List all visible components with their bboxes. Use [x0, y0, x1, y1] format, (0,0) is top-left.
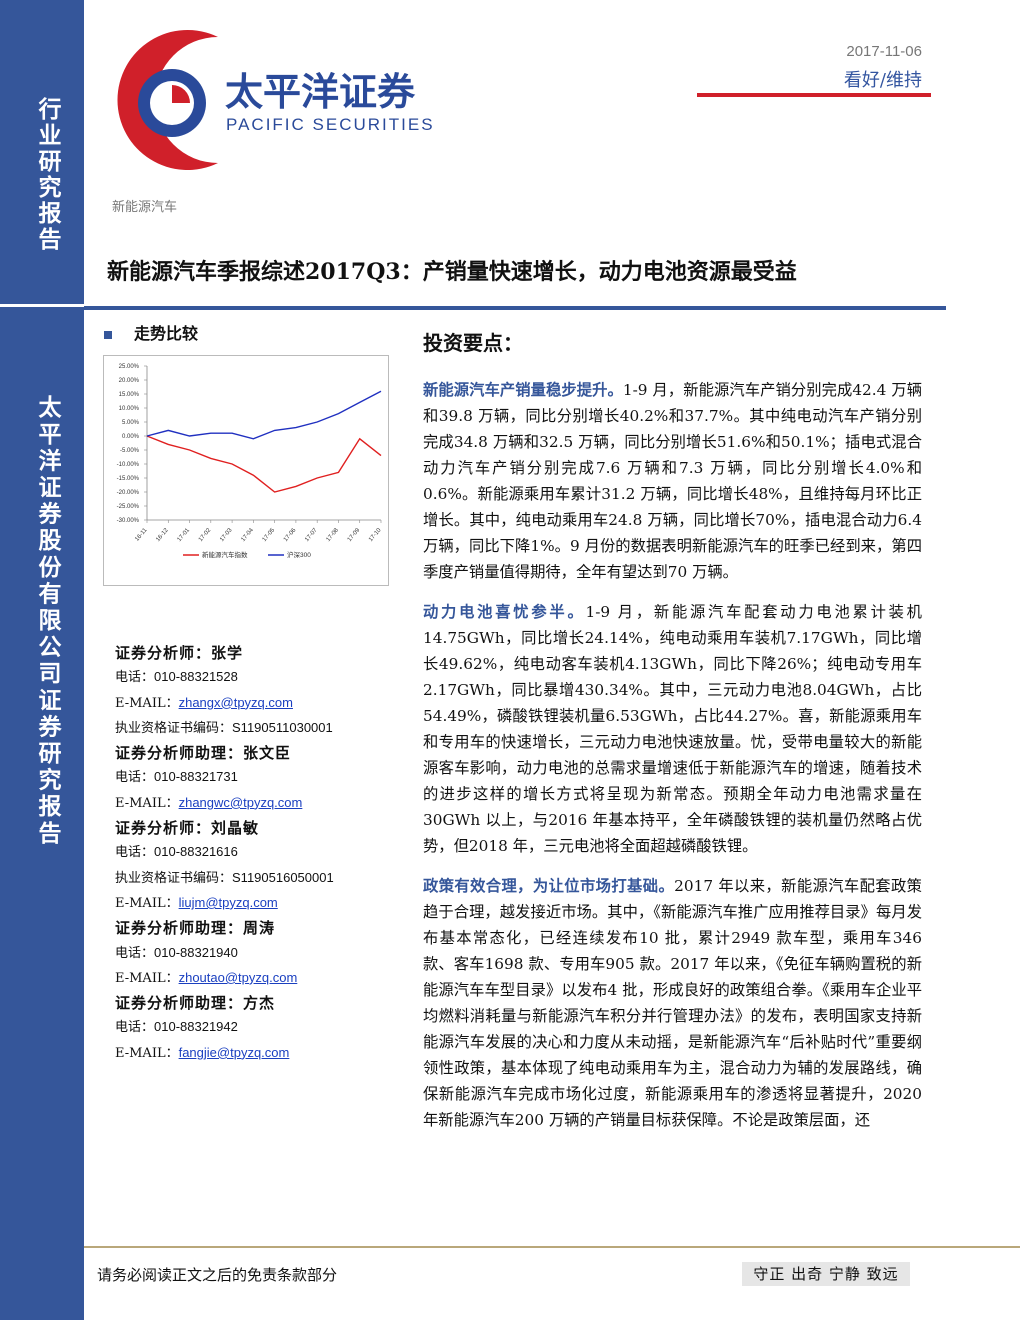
legend-label: 沪深300 — [287, 550, 311, 559]
sidebar-company: 太平洋证券股份有限公司证券研究报告 — [34, 395, 61, 848]
contact-value: S1190511030001 — [232, 719, 333, 735]
email-link: liujm@tpyzq.com — [178, 894, 278, 910]
chart-frame — [103, 355, 389, 586]
trend-heading: 走势比较 — [134, 324, 199, 343]
analyst-title: 证券分析师助理：方杰 — [115, 994, 276, 1013]
contact-label: E-MAIL： — [115, 895, 179, 911]
y-tick-label: -20.00% — [117, 490, 140, 496]
motto: 守正 出奇 宁静 致远 — [742, 1262, 910, 1286]
footer-rule — [84, 1246, 1020, 1248]
y-tick-label: -5.00% — [120, 448, 140, 454]
analyst-title: 证券分析师：张学 — [115, 644, 244, 662]
sidebar-separator — [0, 304, 84, 307]
paragraph-body: 1-9 月，新能源汽车配套动力电池累计装机14.75GWh，同比增长24.14%… — [423, 603, 922, 855]
logo: 太平洋证券 PACIFIC SECURITIES — [117, 29, 435, 171]
report-date: 2017-11-06 — [846, 43, 922, 60]
contact-label: 电话： — [115, 945, 155, 961]
series-line — [146, 390, 382, 440]
contact-line: 电话：010-88321942 — [115, 1015, 395, 1040]
contact-value: 010-88321940 — [154, 944, 238, 960]
y-tick-label: -10.00% — [117, 462, 140, 468]
contact-label: E-MAIL： — [115, 695, 179, 711]
contact-line: E-MAIL：fangjie@tpyzq.com — [115, 1041, 395, 1066]
contact-value: S1190516050001 — [232, 869, 334, 885]
sector: 新能源汽车 — [112, 200, 178, 215]
y-tick-label: 25.00% — [119, 364, 140, 370]
analyst-title: 证券分析师助理：张文臣 — [115, 744, 292, 763]
contact-value: 010-88321942 — [154, 1019, 238, 1035]
contact-line: 电话：010-88321616 — [115, 840, 395, 865]
contact-label: 执业资格证书编码： — [115, 870, 233, 886]
paragraph: 政策有效合理，为让位市场打基础。2017 年以来，新能源汽车配套政策趋于合理，越… — [423, 873, 922, 1133]
contact-label: 电话： — [115, 845, 155, 861]
trend-chart: 25.00% 20.00% 15.00% 10.00% 5.00% 0.00% -5.00%… — [103, 355, 389, 586]
body-text: 新能源汽车产销量稳步提升。1-9 月，新能源汽车产销分别完成42.4 万辆和39… — [423, 377, 922, 1147]
report-title: 新能源汽车季报综述2017Q3：产销量快速增长，动力电池资源最受益 — [107, 259, 797, 285]
contact-label: E-MAIL： — [115, 795, 179, 811]
points-heading: 投资要点： — [423, 331, 523, 355]
contact-value: 010-88321616 — [154, 844, 238, 860]
paragraph-body: 2017 年以来，新能源汽车配套政策趋于合理，越发接近市场。其中，《新能源汽车推… — [423, 877, 922, 1129]
paragraph: 动力电池喜忧参半。1-9 月，新能源汽车配套动力电池累计装机14.75GWh，同… — [423, 599, 922, 859]
contact-label: E-MAIL： — [115, 970, 179, 986]
contact-line: 电话：010-88321731 — [115, 765, 395, 790]
logo-arc — [117, 29, 218, 171]
sidebar — [0, 0, 84, 1320]
analyst-title: 证券分析师：刘晶敏 — [115, 819, 260, 838]
rating-underline — [697, 93, 931, 97]
contact-line: 执业资格证书编码：S1190511030001 — [115, 716, 395, 741]
contact-line: E-MAIL：liujm@tpyzq.com — [115, 891, 395, 916]
logo-en: PACIFIC SECURITIES — [226, 115, 435, 134]
bullet — [104, 330, 112, 339]
paragraph: 新能源汽车产销量稳步提升。1-9 月，新能源汽车产销分别完成42.4 万辆和39… — [423, 377, 922, 585]
y-tick-label: 15.00% — [119, 392, 140, 398]
contact-value: 010-88321731 — [154, 769, 238, 785]
contact-line: E-MAIL：zhoutao@tpyzq.com — [115, 966, 395, 991]
legend-label: 新能源汽车指数 — [202, 550, 248, 559]
sidebar-label: 行业研究报告 — [34, 97, 61, 253]
logo-cn: 太平洋证券 — [225, 72, 416, 114]
y-tick-label: -25.00% — [117, 504, 140, 510]
series-line — [146, 435, 382, 493]
rating: 看好/维持 — [843, 70, 922, 91]
y-tick-label: -30.00% — [117, 518, 140, 524]
email-link: fangjie@tpyzq.com — [178, 1044, 290, 1060]
y-tick-label: 0.00% — [122, 434, 140, 440]
analyst-list: 证券分析师：张学 电话：010-88321528 E-MAIL：zhangx@tpy… — [115, 641, 395, 1066]
email-link: zhoutao@tpyzq.com — [178, 969, 298, 985]
email-link: zhangx@tpyzq.com — [178, 694, 293, 710]
contact-value: 010-88321528 — [154, 669, 238, 685]
logo-dot — [172, 85, 190, 103]
contact-label: 执业资格证书编码： — [115, 720, 233, 736]
paragraph-heading: 动力电池喜忧参半。 — [423, 603, 586, 621]
paragraph-heading: 政策有效合理，为让位市场打基础。 — [423, 877, 675, 895]
analyst-title: 证券分析师助理：周涛 — [115, 919, 276, 938]
email-link: zhangwc@tpyzq.com — [178, 794, 303, 810]
y-tick-label: 5.00% — [122, 420, 140, 426]
paragraph-body: 1-9 月，新能源汽车产销分别完成42.4 万辆和39.8 万辆，同比分别增长4… — [423, 381, 922, 581]
contact-line: E-MAIL：zhangx@tpyzq.com — [115, 691, 395, 716]
contact-label: 电话： — [115, 1020, 155, 1036]
y-tick-label: -15.00% — [117, 476, 140, 482]
contact-label: 电话： — [115, 770, 155, 786]
contact-line: 执业资格证书编码：S1190516050001 — [115, 866, 395, 891]
contact-line: 电话：010-88321528 — [115, 665, 395, 690]
contact-line: 电话：010-88321940 — [115, 941, 395, 966]
y-tick-label: 10.00% — [119, 406, 140, 412]
paragraph-heading: 新能源汽车产销量稳步提升。 — [423, 381, 623, 399]
section-heading: 走势比较 — [104, 320, 198, 344]
y-tick-label: 20.00% — [119, 378, 140, 384]
contact-label: E-MAIL： — [115, 1045, 179, 1061]
contact-label: 电话： — [115, 670, 155, 686]
title-rule — [84, 306, 946, 310]
disclaimer: 请务必阅读正文之后的免责条款部分 — [97, 1266, 338, 1284]
contact-line: E-MAIL：zhangwc@tpyzq.com — [115, 791, 395, 816]
